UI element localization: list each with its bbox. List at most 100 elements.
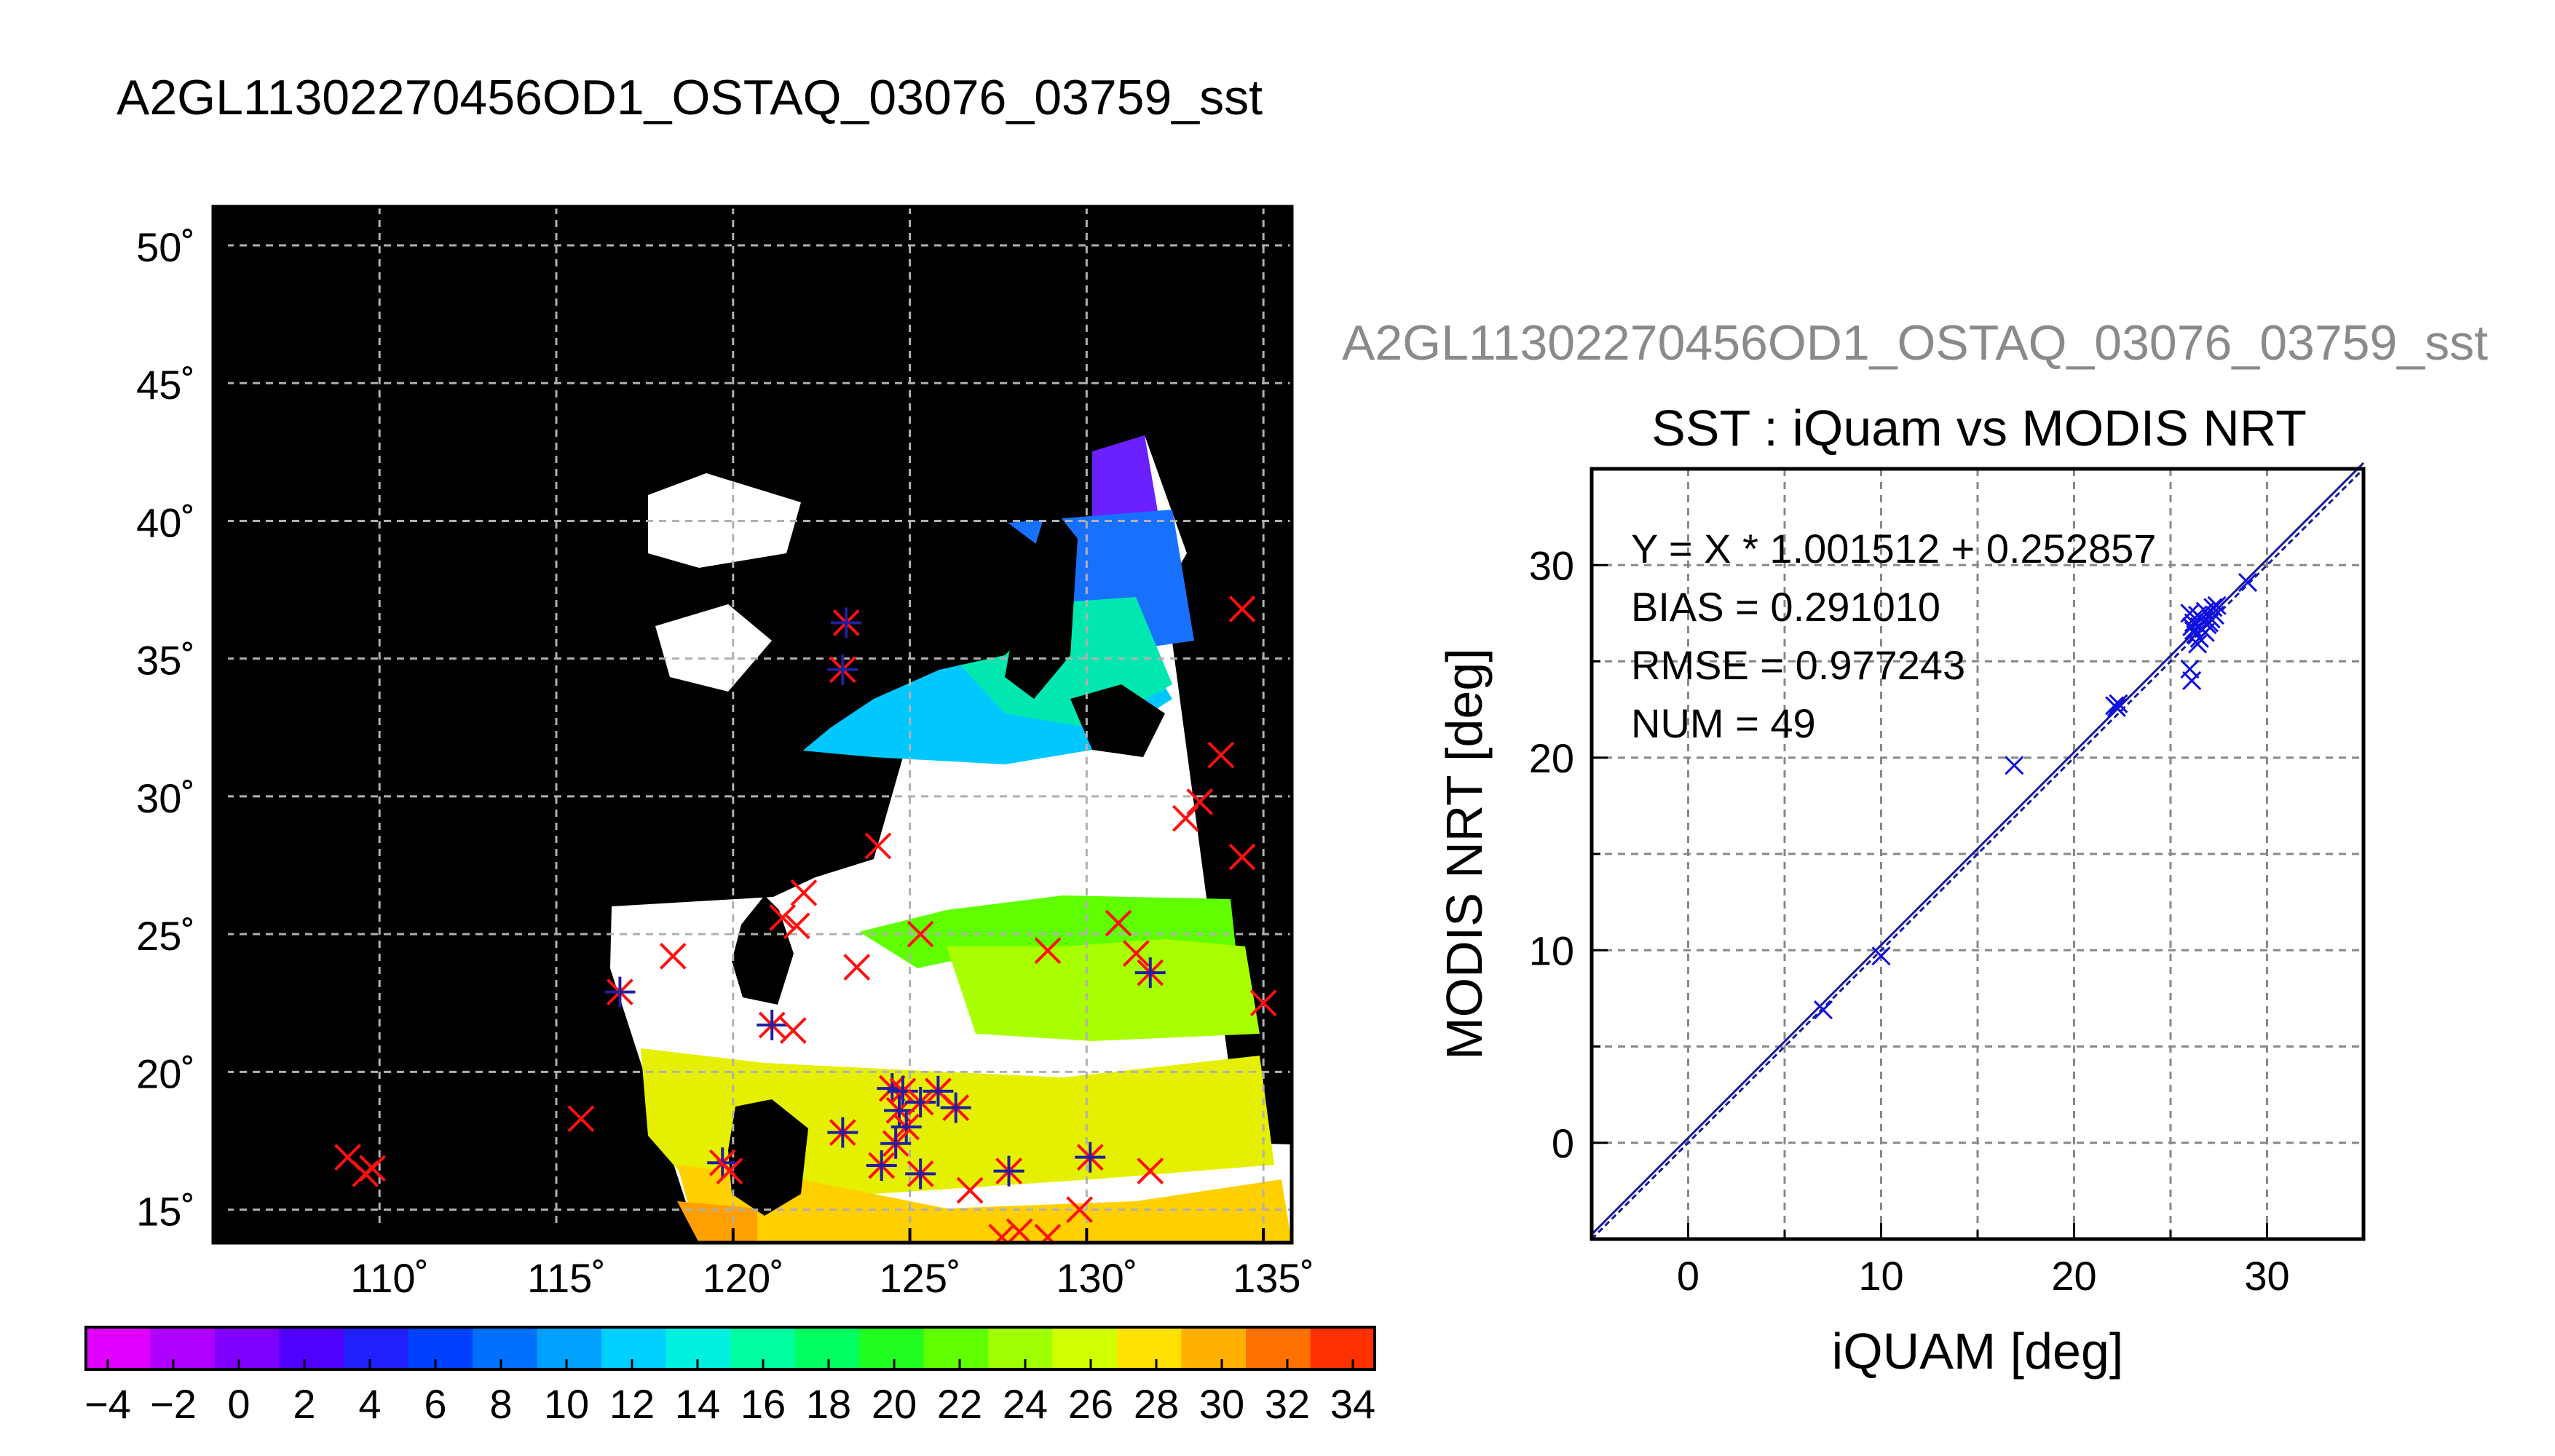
map-lon-tick-label: 135˚: [1233, 1255, 1314, 1301]
unmatched-buoy-marker: [783, 912, 810, 940]
scatter-x-tick-label: 30: [2244, 1253, 2289, 1299]
unmatched-buoy-marker: [1034, 1224, 1062, 1243]
matched-buoy-marker: [827, 1117, 858, 1148]
colorbar-segment: [408, 1327, 473, 1369]
unmatched-buoy-marker: [1122, 940, 1150, 968]
unmatched-buoy-marker: [659, 942, 687, 970]
unmatched-buoy-marker: [1249, 989, 1277, 1017]
colorbar-label: 32: [1265, 1381, 1310, 1427]
unmatched-buoy-marker: [956, 1176, 984, 1204]
map-title: A2GL11302270456OD1_OSTAQ_03076_03759_sst: [117, 70, 1263, 125]
map-lat-tick-label: 30˚: [136, 775, 195, 821]
matched-buoy-marker: [993, 1155, 1024, 1187]
unmatched-buoy-marker: [988, 1224, 1016, 1243]
scatter-title: SST : iQuam vs MODIS NRT: [1651, 400, 2307, 456]
matched-buoy-marker: [905, 1158, 936, 1190]
map-frame: [211, 205, 1294, 1245]
colorbar-segment: [473, 1327, 538, 1369]
colorbar-label: 14: [675, 1381, 720, 1427]
scatter-point: [2203, 598, 2223, 617]
unmatched-buoy-marker: [779, 1017, 807, 1045]
unmatched-buoy-marker: [769, 904, 797, 931]
sst-band-yellowgreen: [947, 939, 1260, 1041]
colorbar-label: 12: [609, 1381, 655, 1427]
map-lat-tick-label: 15˚: [136, 1189, 195, 1235]
colorbar-label: 18: [806, 1381, 851, 1427]
matched-buoy-marker: [866, 1150, 897, 1182]
colorbar-segment: [150, 1327, 216, 1369]
unmatched-buoy-marker: [1186, 788, 1214, 815]
scatter-x-tick-label: 20: [2051, 1253, 2096, 1299]
matched-buoy-marker: [905, 1086, 936, 1117]
colorbar-segment: [601, 1327, 667, 1369]
matched-buoy-marker: [1134, 957, 1166, 989]
cloud-coast: [655, 604, 772, 692]
scatter-point: [2182, 670, 2202, 691]
map-lon-tick-label: 120˚: [703, 1255, 784, 1301]
unmatched-buoy-marker: [790, 879, 818, 906]
colorbar-segment: [279, 1327, 344, 1369]
unmatched-buoy-marker: [1006, 1218, 1033, 1243]
colorbar-segment: [988, 1327, 1054, 1369]
colorbar-label: 30: [1199, 1381, 1244, 1427]
colorbar-label: 16: [741, 1381, 786, 1427]
swath-cloud: [610, 435, 1292, 1243]
fit-line: [1590, 462, 2365, 1235]
colorbar-segment: [344, 1327, 409, 1369]
map-lon-tick-label: 125˚: [880, 1255, 961, 1301]
scatter-point: [2106, 697, 2126, 718]
unmatched-buoy-marker: [352, 1160, 379, 1187]
map-lon-tick-label: 110˚: [350, 1255, 429, 1301]
scatter-y-tick-label: 30: [1529, 542, 1574, 588]
matched-buoy-marker: [604, 976, 636, 1008]
matched-buoy-marker: [827, 654, 858, 685]
colorbar-label: 0: [227, 1381, 250, 1427]
colorbar-label: 2: [293, 1381, 315, 1427]
unmatched-buoy-marker: [1207, 741, 1235, 769]
scatter-point: [2207, 596, 2227, 615]
scatter-x-tick-label: 0: [1677, 1253, 1699, 1299]
colorbar-segment: [1181, 1327, 1247, 1369]
matched-buoy-marker: [880, 1128, 912, 1159]
unmatched-buoy-marker: [567, 1105, 595, 1133]
unmatched-buoy-marker: [716, 1158, 743, 1185]
land-china-north: [714, 510, 1049, 772]
colorbar-segment: [1310, 1327, 1375, 1369]
scatter-x-label: iQUAM [deg]: [1832, 1323, 2124, 1380]
scatter-stat-line: RMSE = 0.977243: [1631, 642, 1965, 688]
colorbar-segment: [1246, 1327, 1311, 1369]
identity-line: [1590, 467, 2365, 1241]
matched-buoy-marker: [757, 1010, 788, 1041]
colorbar: −4 −2 0 2 4 6 8 10 12 14 16 18 20 22 24 26 28 30 32 34: [84, 1326, 1376, 1427]
map-lat-tick-label: 40˚: [136, 499, 195, 545]
land-luzon: [728, 1099, 808, 1216]
land-kyushu: [1070, 684, 1165, 757]
sst-band-warm: [677, 1165, 1292, 1243]
sst-band-hot: [677, 1201, 757, 1243]
colorbar-segment: [923, 1327, 989, 1369]
colorbar-label: 6: [424, 1381, 446, 1427]
scatter-point: [2184, 621, 2203, 641]
map-lon-tick-label: 130˚: [1056, 1255, 1137, 1301]
colorbar-label: −4: [84, 1381, 131, 1427]
colorbar-label: 22: [937, 1381, 982, 1427]
scatter-point: [2201, 609, 2221, 629]
unmatched-buoy-marker: [1172, 804, 1199, 832]
colorbar-label: 4: [358, 1381, 381, 1427]
map-lat-tick-label: 45˚: [136, 362, 195, 408]
unmatched-buoy-marker: [1105, 909, 1132, 937]
scatter-point: [2238, 572, 2258, 593]
unmatched-buoy-marker: [864, 832, 892, 860]
map-lat-tick-label: 35˚: [136, 638, 195, 684]
colorbar-label: 28: [1134, 1381, 1179, 1427]
scatter-stat-line: NUM = 49: [1631, 700, 1816, 746]
colorbar-segment: [1052, 1327, 1118, 1369]
map-lon-tick-label: 115˚: [527, 1255, 606, 1301]
matched-buoy-marker: [831, 607, 862, 638]
scatter-y-tick-label: 20: [1529, 735, 1574, 781]
colorbar-label: 10: [544, 1381, 589, 1427]
land-korea: [1005, 502, 1078, 699]
unmatched-buoy-marker: [1228, 843, 1256, 871]
scatter-point: [2195, 622, 2215, 642]
